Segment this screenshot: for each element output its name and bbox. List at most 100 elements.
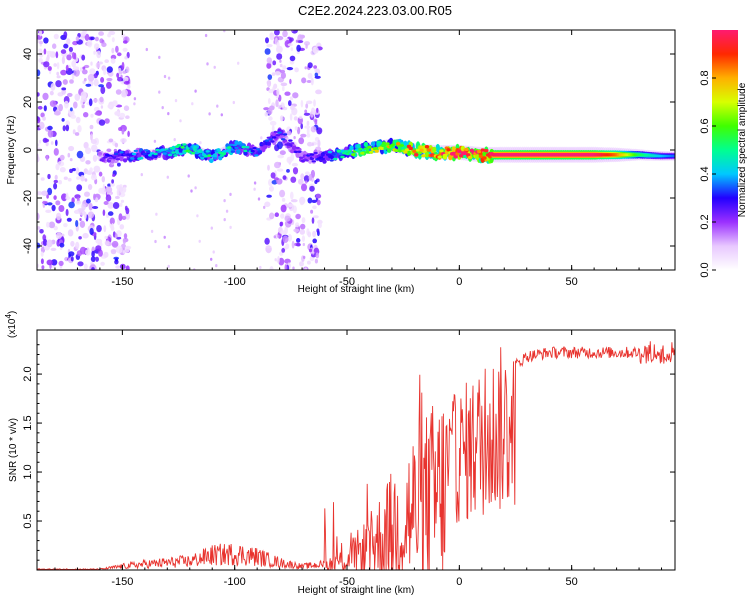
noise-speck [311, 142, 314, 146]
ridge-cell [212, 157, 218, 160]
noise-speck [100, 86, 106, 95]
ridge-cell [372, 147, 378, 151]
noise-speck [79, 32, 87, 37]
ridge-cell [333, 157, 338, 161]
noise-speck [277, 256, 280, 264]
noise-speck [284, 91, 291, 96]
noise-speck [87, 211, 95, 219]
ridge-cell [227, 146, 232, 149]
ridge-cell [322, 159, 327, 164]
ridge-cell [149, 152, 155, 155]
noise-speck [65, 64, 69, 71]
ridge-cell [426, 148, 431, 152]
chart-title: C2E2.2024.223.03.00.R05 [298, 3, 452, 18]
snr-x-axis-label: Height of straight line (km) [298, 585, 415, 596]
noise-speck [317, 222, 322, 229]
noise-speck [282, 65, 287, 70]
noise-speck [100, 105, 104, 109]
noise-speck [276, 41, 280, 50]
ridge-cell [360, 151, 365, 155]
noise-speck [56, 71, 60, 76]
ridge-cell [338, 152, 343, 155]
noise-speck [290, 199, 298, 203]
noise-speck [95, 245, 102, 252]
ridge-cell [144, 154, 149, 159]
noise-speck [73, 101, 78, 109]
ridge-cell [399, 144, 404, 147]
noise-speck [68, 201, 75, 209]
noise-speck [94, 43, 100, 50]
ridge-cell [369, 150, 374, 154]
ridge-cell [290, 149, 295, 154]
noise-speck [301, 183, 307, 192]
ridge-cell [275, 134, 280, 137]
noise-speck [106, 66, 113, 73]
noise-speck [100, 261, 105, 266]
noise-speck [166, 175, 169, 179]
noise-speck [66, 54, 72, 61]
spec-y-tick-label: 20 [22, 96, 34, 108]
noise-speck [94, 111, 101, 116]
ridge-cell [356, 150, 361, 153]
noise-speck [79, 220, 86, 228]
ridge-cell [175, 149, 180, 155]
noise-speck [121, 128, 125, 135]
noise-speck [43, 48, 47, 55]
noise-speck [312, 46, 319, 54]
noise-speck [49, 100, 57, 107]
noise-speck [307, 197, 313, 204]
noise-speck [63, 223, 68, 228]
ridge-cell [180, 145, 185, 149]
ridge-cell [182, 143, 187, 146]
spec-x-tick-label: -100 [224, 276, 246, 288]
noise-speck [296, 238, 301, 243]
noise-speck [274, 71, 281, 76]
noise-speck [253, 187, 256, 191]
noise-speck [105, 194, 112, 202]
ridge-cell [122, 158, 128, 163]
noise-speck [94, 36, 99, 42]
noise-speck [116, 188, 120, 197]
ridge-cell [176, 143, 182, 147]
noise-speck [273, 235, 276, 239]
noise-speck [122, 70, 127, 74]
noise-speck [95, 62, 101, 69]
noise-speck [304, 267, 308, 270]
noise-speck [63, 43, 69, 49]
ridge-cell [421, 154, 426, 158]
noise-speck [71, 72, 75, 80]
ridge-cell [146, 150, 151, 154]
noise-speck [46, 239, 53, 248]
ridge-cell [299, 156, 304, 159]
ridge-cell [442, 153, 448, 157]
noise-speck [123, 80, 130, 85]
noise-speck [210, 257, 213, 261]
ridge-cell [405, 148, 410, 152]
noise-speck [126, 51, 130, 59]
noise-speck [89, 167, 93, 173]
snr-x-tick-label: 0 [456, 576, 462, 588]
ridge-cell [396, 142, 401, 146]
noise-speck [280, 204, 287, 213]
noise-speck [301, 235, 305, 243]
noise-speck [45, 209, 52, 213]
noise-speck [274, 212, 279, 217]
noise-speck [56, 62, 60, 70]
noise-speck [110, 58, 116, 64]
noise-speck [117, 52, 122, 57]
ridge-cell [478, 154, 484, 159]
noise-speck [269, 266, 274, 270]
noise-speck [122, 250, 126, 254]
noise-speck [289, 113, 293, 121]
noise-speck [53, 33, 59, 40]
noise-speck [284, 215, 291, 222]
noise-speck [53, 225, 58, 231]
noise-speck [304, 41, 310, 46]
noise-speck [220, 113, 223, 117]
ridge-cell [467, 155, 473, 160]
noise-speck [308, 248, 313, 253]
noise-speck [286, 169, 290, 173]
noise-speck [268, 98, 271, 105]
ridge-cell [255, 148, 261, 151]
ridge-cell [281, 138, 286, 141]
